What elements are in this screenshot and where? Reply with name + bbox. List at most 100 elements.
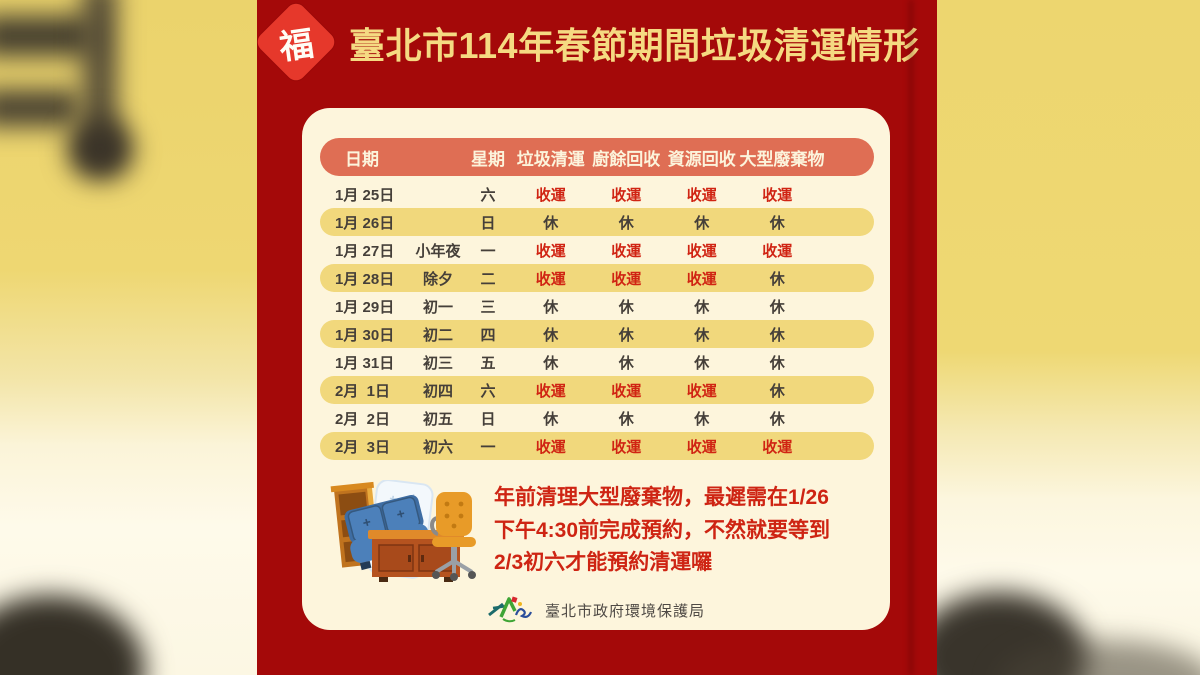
- row-status: 休: [694, 214, 710, 232]
- table-row: 1月 30日 初二 四 休 休 休 休: [320, 320, 874, 348]
- row-status: 收運: [686, 382, 717, 400]
- backdrop-left: [0, 0, 257, 675]
- row-week: 六: [480, 382, 496, 400]
- row-date: 1月 29日: [335, 298, 395, 316]
- row-status: 休: [543, 298, 559, 316]
- row-status: 休: [543, 410, 559, 428]
- row-week: 日: [480, 410, 496, 428]
- table-row: 2月 3日 初六 一 收運 收運 收運 收運: [320, 432, 874, 460]
- header-garbage: 垃圾清運: [516, 149, 585, 169]
- row-status: 休: [769, 214, 785, 232]
- table-row: 1月 26日 日 休 休 休 休: [320, 208, 874, 236]
- row-status: 收運: [611, 186, 642, 204]
- table-row: 1月 31日 初三 五 休 休 休 休: [320, 348, 874, 376]
- row-holiday: 除夕: [422, 270, 453, 288]
- furniture-illustration-icon: [330, 480, 476, 582]
- row-status: 休: [769, 298, 785, 316]
- row-status: 收運: [611, 438, 642, 456]
- footer: 臺北市政府環境保護局: [302, 594, 890, 626]
- row-status: 休: [769, 326, 785, 344]
- row-status: 休: [769, 410, 785, 428]
- backdrop-right: [937, 0, 1200, 675]
- row-status: 休: [543, 326, 559, 344]
- row-week: 五: [480, 354, 496, 372]
- row-holiday: 初二: [422, 326, 453, 344]
- row-status: 收運: [535, 242, 566, 260]
- header-bulky: 大型廢棄物: [739, 149, 825, 169]
- agency-name: 臺北市政府環境保護局: [544, 602, 705, 620]
- row-date: 1月 30日: [335, 326, 395, 344]
- row-date: 2月 3日: [335, 438, 391, 456]
- row-holiday: 初六: [422, 438, 453, 456]
- row-status: 收運: [535, 186, 566, 204]
- row-status: 休: [769, 382, 785, 400]
- row-status: 休: [694, 354, 710, 372]
- row-status: 休: [618, 214, 634, 232]
- row-date: 1月 25日: [335, 186, 395, 204]
- row-status: 休: [694, 298, 710, 316]
- row-status: 休: [543, 214, 559, 232]
- row-date: 1月 28日: [335, 270, 395, 288]
- header-recycle: 資源回收: [667, 149, 736, 169]
- row-status: 收運: [686, 270, 717, 288]
- row-date: 1月 27日: [335, 242, 395, 260]
- row-status: 收運: [535, 270, 566, 288]
- table-header-row: 日期 星期 垃圾清運 廚餘回收 資源回收 大型廢棄物: [320, 138, 874, 176]
- row-week: 三: [480, 298, 496, 316]
- header-week: 星期: [471, 149, 505, 169]
- note-line-3: 2/3初六才能預約清運囉: [494, 551, 713, 574]
- row-status: 收運: [762, 186, 793, 204]
- note-line-1: 年前清理大型廢棄物，最遲需在1/26: [494, 486, 829, 509]
- header-date: 日期: [345, 149, 379, 169]
- row-date: 1月 31日: [335, 354, 395, 372]
- poster-title: 臺北市114年春節期間垃圾清運情形: [349, 25, 920, 66]
- row-status: 收運: [686, 242, 717, 260]
- poster-card: 福 臺北市114年春節期間垃圾清運情形 日期 星期 垃圾清運 廚餘回收 資源回收…: [253, 0, 937, 675]
- row-status: 收運: [686, 186, 717, 204]
- row-status: 收運: [611, 270, 642, 288]
- row-status: 休: [618, 326, 634, 344]
- row-week: 六: [480, 186, 496, 204]
- row-status: 收運: [611, 242, 642, 260]
- row-status: 收運: [535, 438, 566, 456]
- fortune-badge-icon: 福: [253, 0, 339, 85]
- row-status: 休: [694, 326, 710, 344]
- row-holiday: 初三: [422, 354, 453, 372]
- table-row: 1月 25日 六 收運 收運 收運 收運: [320, 180, 874, 208]
- table-row: 2月 2日 初五 日 休 休 休 休: [320, 404, 874, 432]
- row-status: 休: [769, 354, 785, 372]
- fortune-badge-label: 福: [277, 24, 316, 67]
- row-status: 收運: [686, 438, 717, 456]
- row-week: 二: [480, 270, 496, 288]
- schedule-panel: 日期 星期 垃圾清運 廚餘回收 資源回收 大型廢棄物 1月 25日 六 收運 收…: [302, 108, 890, 630]
- row-holiday: 初一: [422, 298, 453, 316]
- backdrop-blur-shape: [0, 16, 95, 56]
- row-status: 休: [618, 354, 634, 372]
- row-date: 2月 2日: [335, 410, 391, 428]
- backdrop-blur-shape: [0, 90, 80, 126]
- row-status: 休: [618, 298, 634, 316]
- row-status: 休: [618, 410, 634, 428]
- row-week: 一: [480, 242, 496, 260]
- row-holiday: 初四: [422, 382, 453, 400]
- backdrop-blur-shape: [68, 118, 133, 180]
- table-rows: 1月 25日 六 收運 收運 收運 收運 1月 26日 日 休 休 休 休 1月…: [320, 180, 874, 460]
- row-status: 休: [769, 270, 785, 288]
- row-status: 收運: [762, 438, 793, 456]
- note-text: 年前清理大型廢棄物，最遲需在1/26 下午4:30前完成預約，不然就要等到 2/…: [494, 482, 874, 580]
- table-row: 1月 29日 初一 三 休 休 休 休: [320, 292, 874, 320]
- row-status: 收運: [611, 382, 642, 400]
- row-holiday: 小年夜: [415, 242, 461, 260]
- row-week: 四: [480, 326, 496, 344]
- row-week: 一: [480, 438, 496, 456]
- table-row: 2月 1日 初四 六 收運 收運 收運 休: [320, 376, 874, 404]
- row-week: 日: [480, 214, 496, 232]
- row-status: 收運: [535, 382, 566, 400]
- bulky-waste-note: 年前清理大型廢棄物，最遲需在1/26 下午4:30前完成預約，不然就要等到 2/…: [302, 476, 890, 586]
- row-status: 休: [543, 354, 559, 372]
- backdrop-blur-shape: [0, 595, 145, 675]
- taipei-logo-icon: [488, 596, 532, 623]
- table-row: 1月 27日 小年夜 一 收運 收運 收運 收運: [320, 236, 874, 264]
- row-holiday: 初五: [422, 410, 453, 428]
- table-row: 1月 28日 除夕 二 收運 收運 收運 休: [320, 264, 874, 292]
